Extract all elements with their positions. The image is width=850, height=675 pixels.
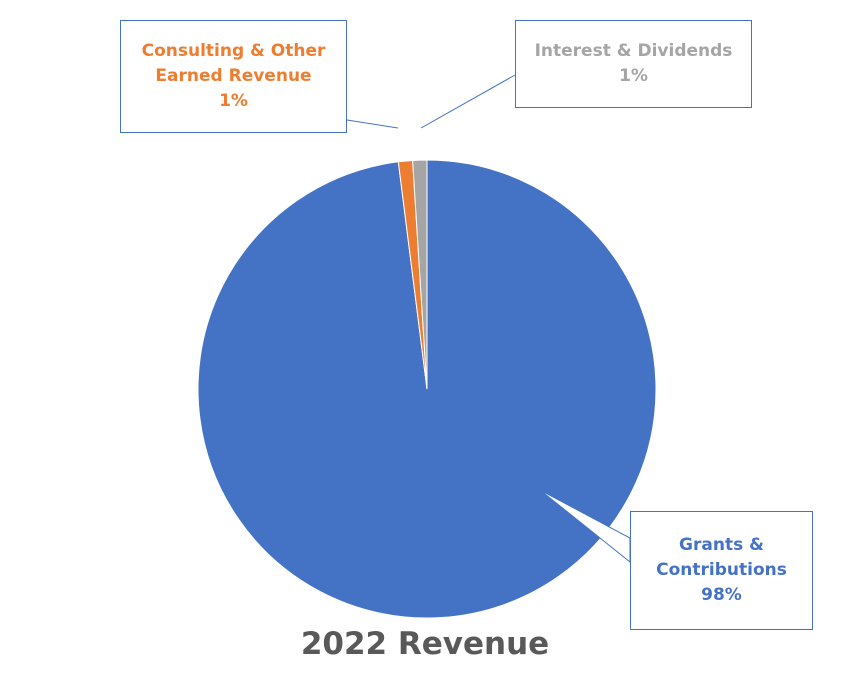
data-label: Interest & Dividends 1% xyxy=(515,20,752,108)
value-label: 1% xyxy=(219,91,248,111)
category-label: Consulting & Other Earned Revenue xyxy=(141,41,326,86)
value-label: 98% xyxy=(701,585,742,605)
data-label: Consulting & Other Earned Revenue 1% xyxy=(120,20,347,133)
category-label: Interest & Dividends xyxy=(534,41,733,61)
data-label: Grants & Contributions 98% xyxy=(630,511,813,630)
pie-slice xyxy=(412,159,428,390)
callout-leader xyxy=(420,74,516,129)
chart-title: 2022 Revenue xyxy=(300,626,550,662)
value-label: 1% xyxy=(619,66,648,86)
category-label: Grants & Contributions xyxy=(656,535,787,580)
callout-leader xyxy=(346,119,399,129)
